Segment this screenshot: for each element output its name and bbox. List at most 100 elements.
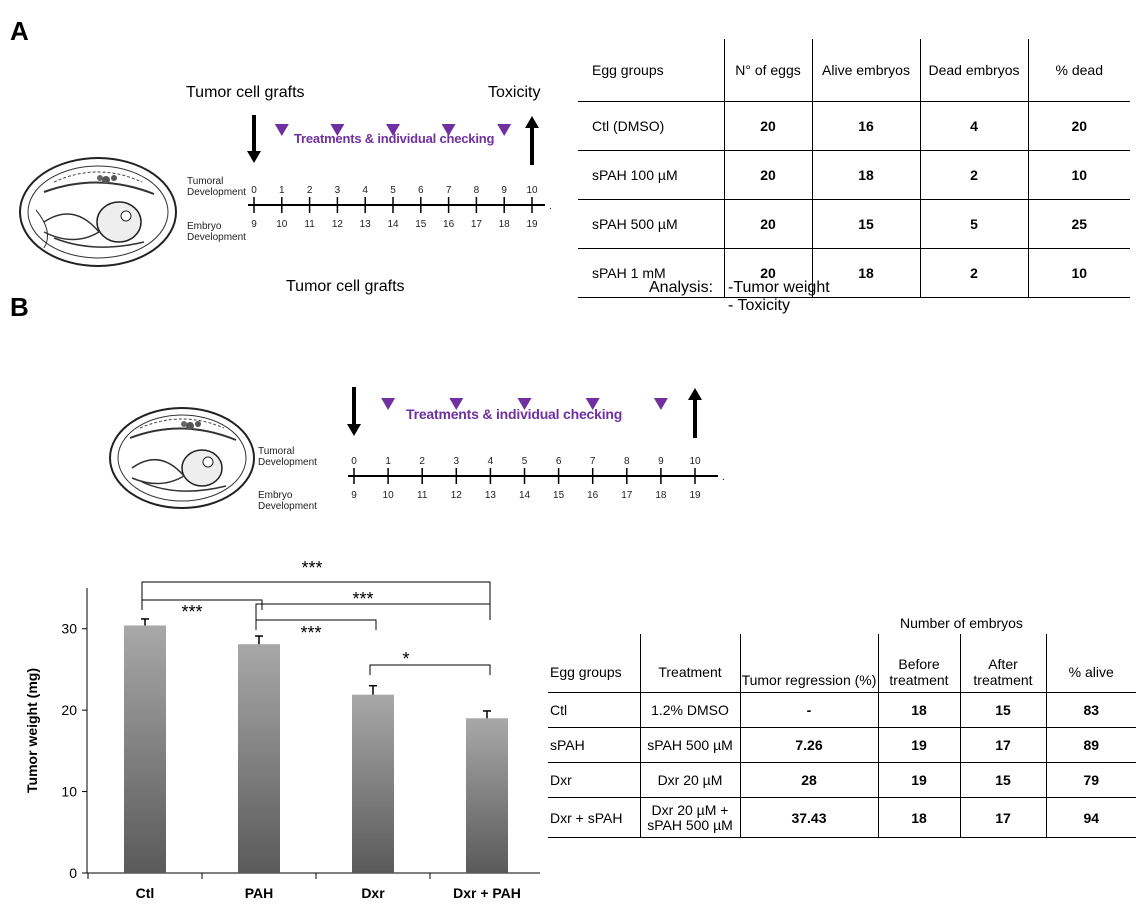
embryo-dev-label-b: Embryo Development [258,490,317,512]
table-cell: 5 [919,199,1028,249]
treatment-marker [381,398,396,410]
table-cell: Dxr [548,762,640,798]
timeline-a: . 0 9 1 10 2 11 3 12 4 13 5 14 6 15 7 16 8 17 9 18 10 19 [247,115,552,230]
tumoral-day-label: 0 [251,185,257,196]
embryo-day-label: 16 [443,219,455,230]
treatment-marker [274,124,289,136]
table-cell: sPAH 1 mM [578,248,724,298]
embryo-day-label: 18 [655,490,667,501]
y-tick-label: 10 [61,784,77,800]
table-row: sPAH 100 µM 20 18 2 10 [578,150,1130,200]
analysis-items: -Tumor weight - Toxicity [728,279,830,314]
significance-bracket [255,619,377,630]
table-a-header: Egg groups [578,39,724,102]
table-b-header: Before treatment [877,634,960,693]
tumoral-day-label: 4 [488,456,494,467]
tumoral-day-label: 1 [385,456,391,467]
table-cell: Dxr 20 µM [639,762,740,798]
table-a-header: Dead embryos [919,39,1028,102]
treatment-marker [497,124,512,136]
significance-bracket [369,664,491,675]
table-cell: 16 [811,101,920,151]
table-cell: 94 [1045,797,1136,838]
table-row: Dxr + sPAH Dxr 20 µM + sPAH 500 µM 37.43… [548,797,1136,838]
embryo-day-label: 19 [526,219,538,230]
tumor-weight-chart: 0 10 20 30 Tumor weight (mg) Ctl PAH Dxr Dxr + P… [24,558,540,901]
table-cell: 25 [1027,199,1130,249]
y-tick-label: 0 [69,865,77,881]
y-axis-label: Tumor weight (mg) [24,668,40,793]
end-arrow-head [525,116,539,128]
embryo-day-label: 9 [251,219,257,230]
tumoral-day-label: 5 [390,185,396,196]
significance-label: *** [352,589,373,609]
tumoral-day-label: 9 [658,456,664,467]
timeline-b: . 0 9 1 10 2 11 3 12 4 13 5 14 6 15 7 16 8 17 9 18 10 19 [347,387,725,501]
table-a-header: N° of eggs [723,39,812,102]
graft-arrow-head [247,151,261,163]
table-cell: 20 [723,101,812,151]
tumoral-day-label: 10 [526,185,538,196]
table-cell: 2 [919,248,1028,298]
treatments-caption-a: Treatments & individual checking [294,131,495,146]
treatment-marker [449,398,464,410]
significance-label: *** [301,558,322,578]
table-cell: 2 [919,150,1028,200]
egg-illustration-b [109,407,255,509]
tumoral-day-label: 8 [624,456,630,467]
embryo-day-label: 9 [351,490,357,501]
graft-label-a: Tumor cell grafts [186,84,305,101]
table-row: sPAH 500 µM 20 15 5 25 [578,199,1130,249]
tumoral-day-label: 3 [335,185,341,196]
x-tick-label: Ctl [136,885,155,901]
table-cell: 20 [1027,101,1130,151]
bar [352,694,394,873]
table-b-header: Tumor regression (%) [739,634,878,693]
tumoral-day-label: 5 [522,456,528,467]
table-cell: 20 [723,248,812,298]
embryo-day-label: 12 [332,219,344,230]
tumoral-day-label: 6 [418,185,424,196]
table-cell: 28 [739,762,878,798]
table-b-header: Egg groups [548,634,640,693]
table-row: sPAH sPAH 500 µM 7.26 19 17 89 [548,727,1136,763]
panel-a-letter: A [10,16,29,46]
treatment-marker [517,398,532,410]
embryo-day-label: 11 [417,490,428,501]
embryo-day-label: 13 [360,219,372,230]
table-cell: 89 [1045,727,1136,763]
table-cell: sPAH 500 µM [639,727,740,763]
table-cell: 4 [919,101,1028,151]
embryo-day-label: 15 [415,219,427,230]
table-cell: Ctl (DMSO) [578,101,724,151]
tumoral-day-label: 0 [351,456,357,467]
table-cell: 15 [959,692,1046,728]
tumoral-day-label: 7 [446,185,452,196]
end-arrow-head [688,388,702,400]
tumoral-day-label: 2 [419,456,425,467]
embryo-day-label: 12 [451,490,463,501]
tumoral-day-label: 6 [556,456,562,467]
table-cell: 19 [877,727,960,763]
panel-b-letter: B [10,292,29,322]
table-row: Ctl 1.2% DMSO - 18 15 83 [548,692,1136,728]
table-b-header: After treatment [959,634,1046,693]
tumoral-dev-label-b: Tumoral Development [258,446,317,468]
table-cell: Ctl [548,692,640,728]
table-cell: - [739,692,878,728]
significance-label: *** [181,602,202,622]
table-cell: Dxr + sPAH [548,797,640,838]
treatment-marker [653,398,668,410]
treatment-marker [441,124,456,136]
treatments-caption-b: Treatments & individual checking [406,406,623,422]
table-cell: 18 [811,248,920,298]
table-cell: 10 [1027,248,1130,298]
table-b-header: Treatment [639,634,740,693]
table-cell: Dxr 20 µM + sPAH 500 µM [639,797,740,838]
tumoral-day-label: 2 [307,185,313,196]
table-b: Egg groups Treatment Tumor regression (%… [548,634,1136,838]
embryo-day-label: 14 [519,490,531,501]
embryo-day-label: 11 [304,219,315,230]
embryo-day-label: 16 [587,490,599,501]
embryo-day-label: 19 [689,490,701,501]
